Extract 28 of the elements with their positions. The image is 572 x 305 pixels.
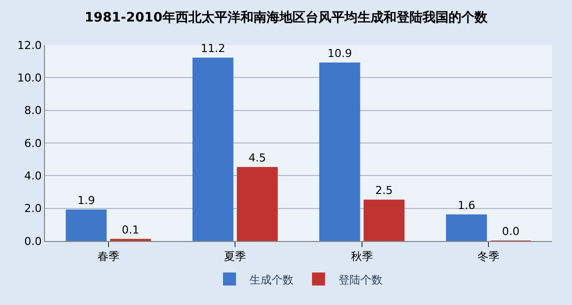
data-label: 0.0 xyxy=(502,225,520,238)
bar xyxy=(446,214,487,241)
data-label: 2.5 xyxy=(375,184,393,198)
y-tick-label: 6.0 xyxy=(24,136,42,150)
bar xyxy=(192,58,234,241)
bar xyxy=(364,200,405,241)
x-tick-label: 春季 xyxy=(97,250,120,264)
data-label: 0.1 xyxy=(122,223,140,236)
data-label: 4.5 xyxy=(248,152,266,164)
x-tick-label: 秋季 xyxy=(350,250,373,264)
data-label: 10.9 xyxy=(327,46,352,60)
data-label: 1.6 xyxy=(458,198,476,212)
y-tick-label: 4.0 xyxy=(24,170,42,183)
bar xyxy=(319,62,360,241)
y-tick-label: 2.0 xyxy=(24,202,42,216)
data-label: 11.2 xyxy=(200,42,226,56)
y-tick-label: 0.0 xyxy=(24,234,42,248)
x-tick-label: 冬季 xyxy=(478,250,500,264)
legend-label: 登陆个数 xyxy=(338,273,382,286)
y-tick-label: 10.0 xyxy=(17,72,42,85)
data-label: 1.9 xyxy=(77,194,95,207)
y-tick-label: 12.0 xyxy=(17,38,42,52)
y-tick-label: 8.0 xyxy=(24,104,42,118)
bar xyxy=(66,209,107,241)
x-tick-label: 夏季 xyxy=(224,250,246,264)
chart-title: 1981-2010年西北太平洋和南海地区台风平均生成和登陆我国的个数 xyxy=(84,9,488,26)
bar xyxy=(236,167,278,241)
legend-label: 生成个数 xyxy=(250,273,294,286)
